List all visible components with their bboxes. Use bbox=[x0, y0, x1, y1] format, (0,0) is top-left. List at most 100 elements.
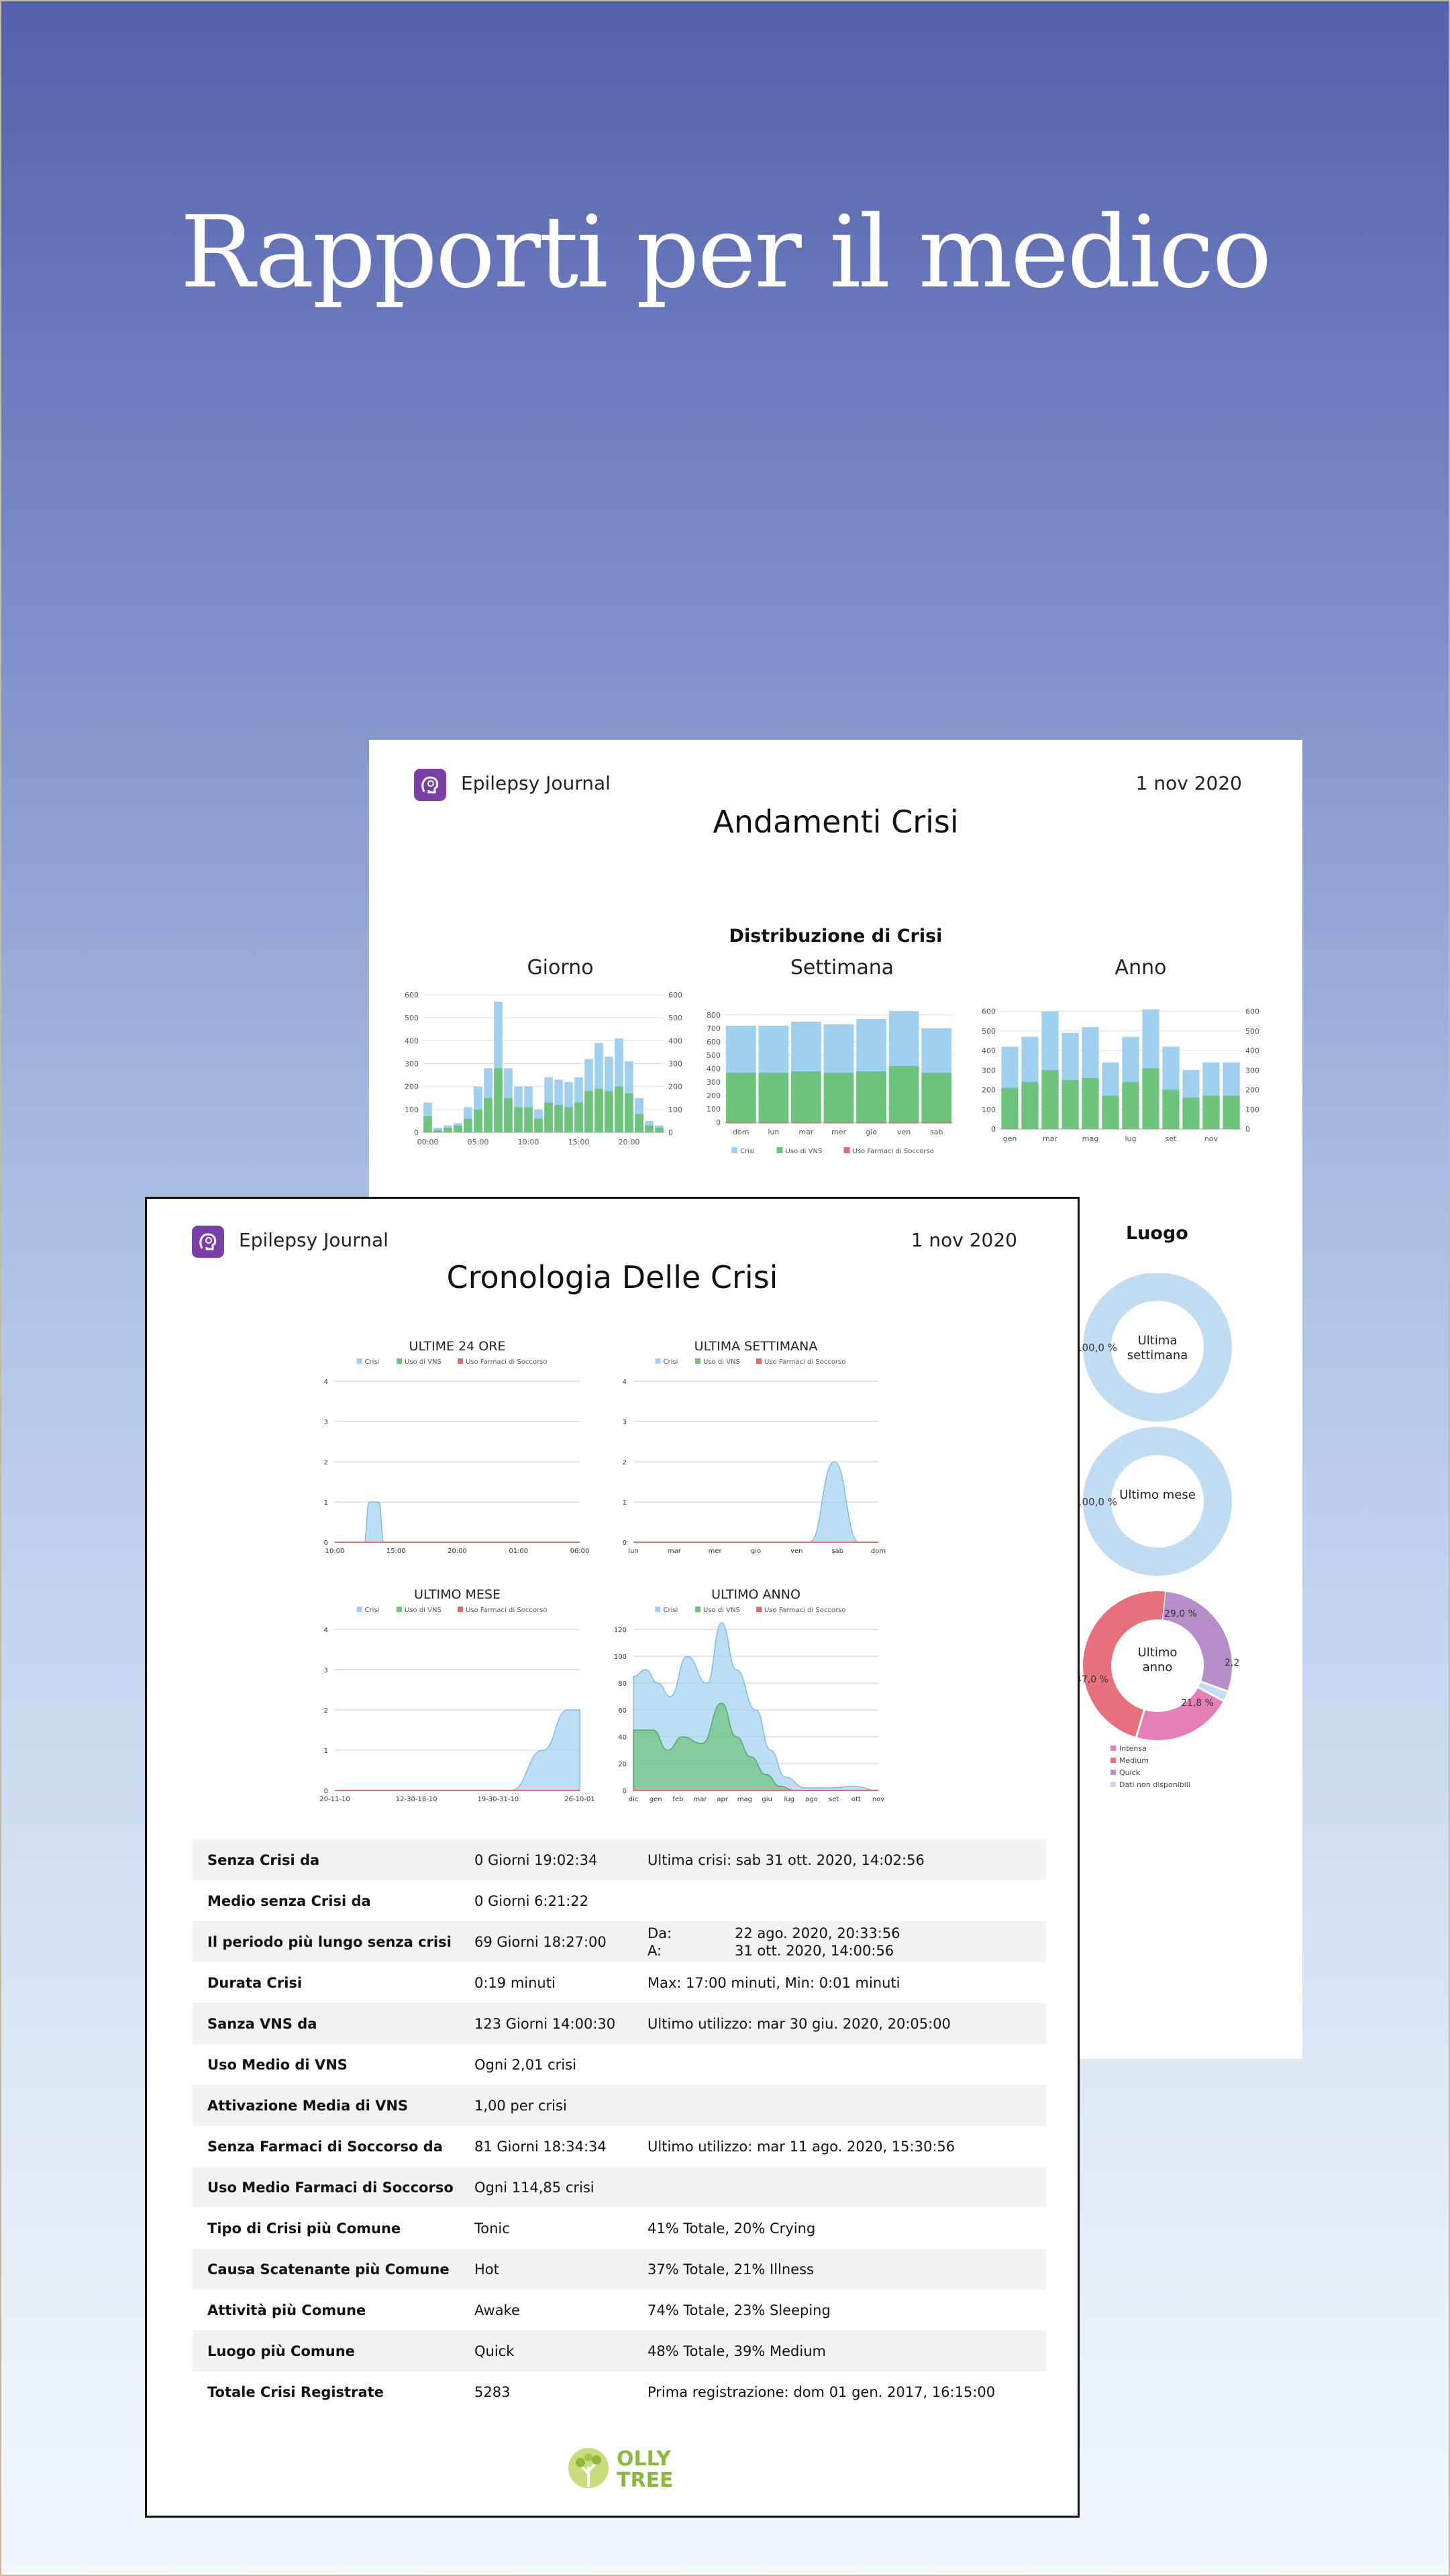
legend-swatch bbox=[756, 1358, 762, 1364]
settimana-bar-chart: 0 100 200 300 400 500 600 700 800 dom lun mar mer gio… bbox=[707, 1011, 953, 1155]
legend-label: Crisi bbox=[365, 1607, 380, 1614]
report-title: Andamenti Crisi bbox=[713, 804, 959, 840]
legend-label: Uso Farmaci di Soccorso bbox=[466, 1607, 547, 1614]
x-tick-label: nov bbox=[1204, 1134, 1219, 1143]
period-part: Da: bbox=[648, 1925, 672, 1941]
y-tick-label: 600 bbox=[982, 1008, 996, 1016]
table-row: Luogo più Comune Quick 48% Totale, 39% Med… bbox=[193, 2330, 1046, 2371]
stat-note: 48% Totale, 39% Medium bbox=[648, 2343, 826, 2359]
table-row: Medio senza Crisi da 0 Giorni 6:21:22 bbox=[193, 1880, 1046, 1921]
y-tick-label: 2 bbox=[324, 1707, 328, 1715]
stat-value: 81 Giorni 18:34:34 bbox=[474, 2138, 607, 2155]
legend-label: Crisi bbox=[740, 1148, 755, 1155]
bar-uso-di-vns bbox=[564, 1107, 573, 1132]
bar-uso-di-vns bbox=[605, 1091, 613, 1132]
legend-swatch bbox=[843, 1147, 850, 1153]
olly-tree-logo: OLLY TREE bbox=[568, 2447, 674, 2492]
table-row: Senza Crisi da 0 Giorni 19:02:34 Ultima cr… bbox=[193, 1839, 1046, 1880]
y-tick-label-right: 400 bbox=[1245, 1046, 1259, 1055]
statistics-table: Senza Crisi da 0 Giorni 19:02:34 Ultima cr… bbox=[193, 1839, 1046, 2412]
y-tick-label: 60 bbox=[618, 1707, 627, 1715]
period-part: A: bbox=[648, 1942, 662, 1959]
legend-swatch bbox=[458, 1358, 463, 1364]
stat-note: 41% Totale, 20% Crying bbox=[648, 2220, 816, 2237]
chart-title: ULTIME 24 ORE bbox=[409, 1339, 506, 1354]
stat-value: 69 Giorni 18:27:00 bbox=[474, 1933, 607, 1950]
stat-note: Ultima crisi: sab 31 ott. 2020, 14:02:56 bbox=[648, 1851, 925, 1868]
y-tick-label-right: 100 bbox=[668, 1106, 682, 1114]
period-part: 31 ott. 2020, 14:00:56 bbox=[735, 1942, 894, 1959]
stat-label: Attivazione Media di VNS bbox=[207, 2097, 409, 2114]
donut-ultimo-anno bbox=[1083, 1591, 1232, 1740]
y-tick-label: 500 bbox=[707, 1051, 721, 1060]
bar-uso-di-vns bbox=[1001, 1087, 1019, 1129]
x-tick-label: 10:00 bbox=[325, 1548, 345, 1555]
y-tick-label: 3 bbox=[623, 1419, 627, 1426]
table-row: Sanza VNS da 123 Giorni 14:00:30 Ultimo ut… bbox=[193, 2003, 1046, 2044]
stat-value: Ogni 2,01 crisi bbox=[474, 2056, 576, 2073]
y-tick-label-right: 0 bbox=[1245, 1125, 1250, 1134]
x-tick-label: 26-10-01 bbox=[564, 1796, 594, 1803]
table-row: Durata Crisi 0:19 minuti Max: 17:00 minuti… bbox=[193, 1962, 1046, 2003]
x-tick-label: apr bbox=[717, 1796, 728, 1803]
bar-uso-di-vns bbox=[1223, 1095, 1240, 1129]
legend-swatch bbox=[655, 1358, 661, 1364]
bar-uso-di-vns bbox=[1102, 1095, 1119, 1129]
stat-label: Uso Medio Farmaci di Soccorso bbox=[207, 2179, 454, 2196]
y-tick-label: 1 bbox=[324, 1748, 328, 1755]
bar-uso-di-vns bbox=[454, 1125, 462, 1132]
stat-label: Totale Crisi Registrate bbox=[207, 2383, 384, 2400]
legend-swatch bbox=[356, 1358, 362, 1364]
y-tick-label: 4 bbox=[623, 1379, 627, 1386]
x-tick-label: 00:00 bbox=[417, 1138, 439, 1146]
bar-uso-di-vns bbox=[504, 1097, 513, 1132]
bar-uso-farmaci-di-soccorso bbox=[758, 1122, 789, 1124]
donut-ultima-settimana bbox=[1083, 1273, 1232, 1421]
y-tick-label: 200 bbox=[405, 1083, 419, 1091]
y-tick-label: 3 bbox=[324, 1419, 328, 1426]
y-tick-label: 4 bbox=[324, 1627, 328, 1634]
app-logo-icon bbox=[414, 769, 446, 801]
y-tick-label: 1 bbox=[324, 1499, 328, 1507]
stat-value: 0 Giorni 19:02:34 bbox=[474, 1851, 598, 1868]
bar-uso-di-vns bbox=[433, 1130, 442, 1132]
x-tick-label: 10:00 bbox=[518, 1138, 539, 1146]
area-crisi bbox=[335, 1501, 580, 1543]
y-tick-label: 2 bbox=[324, 1459, 328, 1466]
stat-value: Ogni 114,85 crisi bbox=[474, 2179, 594, 2196]
x-tick-label: ago bbox=[805, 1796, 818, 1803]
x-tick-label: 05:00 bbox=[468, 1138, 489, 1146]
x-tick-label: sab bbox=[831, 1548, 843, 1555]
x-tick-label: set bbox=[829, 1796, 839, 1803]
y-tick-label: 600 bbox=[405, 991, 419, 1000]
stat-label: Tipo di Crisi più Comune bbox=[207, 2220, 401, 2237]
chart-title-settimana: Settimana bbox=[790, 956, 894, 979]
table-row: Il periodo più lungo senza crisi 69 Giorn… bbox=[193, 1921, 1046, 1962]
x-tick-label: dic bbox=[629, 1796, 639, 1803]
bar-uso-di-vns bbox=[474, 1109, 482, 1132]
x-tick-label: lug bbox=[1125, 1134, 1136, 1143]
bar-uso-di-vns bbox=[655, 1128, 664, 1132]
bar-uso-di-vns bbox=[1061, 1079, 1079, 1129]
bar-uso-farmaci-di-soccorso bbox=[921, 1122, 952, 1124]
x-tick-label: giu bbox=[762, 1796, 772, 1803]
bar-uso-di-vns bbox=[514, 1107, 523, 1132]
anno-bar-chart: 0 0 100 100 200 200 300 300 400 400 500 500 600 600 ge… bbox=[982, 1008, 1259, 1143]
bar-uso-di-vns bbox=[464, 1118, 472, 1132]
table-row: Uso Medio Farmaci di Soccorso Ogni 114,85… bbox=[193, 2167, 1046, 2208]
y-tick-label: 400 bbox=[405, 1036, 419, 1045]
donut-3-slice-c: 21,8 % bbox=[1181, 1698, 1214, 1709]
x-tick-label: dom bbox=[871, 1548, 886, 1555]
report-header: Epilepsy Journal 1 nov 2020 bbox=[192, 1226, 1017, 1259]
x-tick-label: ven bbox=[897, 1128, 911, 1136]
stat-value: Awake bbox=[474, 2302, 520, 2318]
bar-uso-di-vns bbox=[444, 1128, 452, 1132]
legend-swatch bbox=[756, 1607, 762, 1612]
bar-uso-di-vns bbox=[554, 1105, 563, 1132]
y-tick-label-right: 100 bbox=[1245, 1106, 1259, 1114]
x-tick-label: feb bbox=[672, 1796, 683, 1803]
legend-label: Crisi bbox=[664, 1358, 678, 1366]
stat-value: Quick bbox=[474, 2343, 515, 2359]
x-tick-label: ott bbox=[851, 1796, 861, 1803]
